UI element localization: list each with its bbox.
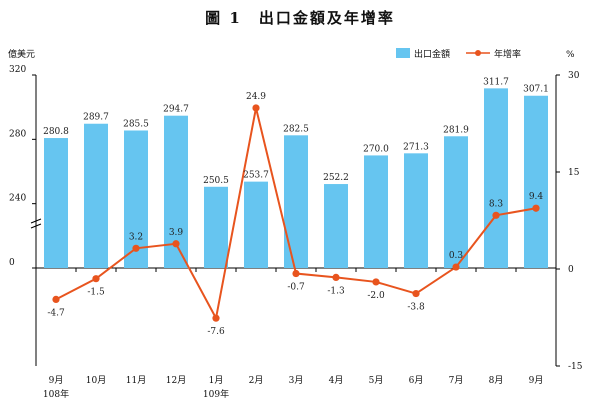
bar-value-label: 250.5	[203, 176, 229, 186]
x-axis-label: 11月	[126, 375, 146, 386]
right-axis-tick-label: 0	[568, 265, 574, 275]
growth-value-label: -0.7	[287, 283, 305, 293]
growth-value-label: -1.5	[87, 288, 105, 298]
x-axis-label: 7月	[449, 375, 464, 386]
growth-value-label: 0.3	[449, 251, 464, 261]
bar	[204, 186, 228, 268]
left-axis-tick-label: 280	[9, 129, 26, 139]
growth-point	[372, 278, 380, 286]
growth-point	[132, 244, 140, 252]
right-axis-tick-label: 15	[568, 168, 580, 178]
bar	[404, 153, 428, 268]
x-axis-year-label: 108年	[43, 388, 69, 400]
bar-value-label: 252.2	[323, 173, 349, 183]
x-axis-label: 2月	[249, 375, 264, 386]
bar-value-label: 294.7	[163, 105, 189, 115]
left-axis-tick-label: 0	[9, 258, 15, 268]
bar	[484, 88, 508, 268]
bar-value-label: 282.5	[283, 124, 309, 134]
x-axis-year-label: 109年	[203, 388, 229, 400]
growth-point	[172, 240, 180, 248]
bar	[524, 95, 548, 268]
growth-point	[252, 104, 260, 112]
bar	[364, 155, 388, 268]
growth-point	[332, 273, 340, 282]
x-axis-label: 6月	[409, 375, 424, 386]
growth-value-label: -4.7	[47, 308, 65, 318]
growth-value-label: -3.8	[407, 303, 425, 313]
growth-point	[412, 289, 420, 298]
legend-line-marker	[475, 50, 481, 56]
x-axis-labels: 9月 10月 11月 12月 1月 2月 3月 4月 5月 6月 7月 8月 9月 108年 109年	[43, 375, 543, 400]
x-axis-label: 4月	[329, 375, 344, 386]
x-axis-label: 5月	[369, 375, 384, 386]
x-axis-label: 1月	[209, 375, 224, 386]
bar	[244, 181, 268, 268]
x-axis-label: 3月	[289, 375, 304, 386]
bar	[84, 123, 108, 268]
left-axis-tick-label: 320	[9, 65, 26, 75]
bar-value-label: 253.7	[243, 171, 269, 181]
x-axis-label: 9月	[529, 375, 544, 386]
axis-break-mark	[30, 218, 42, 229]
bar-value-label: 289.7	[83, 113, 109, 123]
left-axis-tick-label: 240	[9, 194, 26, 204]
growth-point	[532, 204, 540, 212]
bar-value-label: 271.3	[403, 142, 429, 152]
data-labels: 280.8 289.7 285.5 294.7 250.5 253.7 282.5 252.2…	[43, 77, 549, 337]
growth-value-label: 3.2	[129, 232, 143, 242]
bar-series	[44, 88, 548, 269]
bar	[444, 136, 468, 268]
legend-bar-swatch	[396, 48, 410, 58]
x-axis-label: 10月	[86, 375, 106, 386]
growth-value-label: -1.3	[327, 286, 345, 296]
bar	[324, 184, 348, 268]
bar	[44, 138, 68, 268]
bar	[284, 135, 308, 268]
growth-point	[492, 211, 500, 219]
bar-value-label: 311.7	[483, 77, 509, 87]
growth-point	[92, 275, 100, 283]
left-axis-unit: 億美元	[8, 48, 35, 60]
x-axis-label: 12月	[166, 375, 186, 386]
bar-value-label: 285.5	[123, 119, 149, 129]
growth-value-label: 9.4	[529, 192, 544, 202]
bar-value-label: 280.8	[43, 127, 69, 137]
right-axis-tick-label: 30	[568, 71, 580, 81]
growth-point	[52, 295, 60, 303]
growth-point	[212, 314, 220, 322]
legend-line-label: 年增率	[494, 48, 521, 60]
growth-point	[452, 263, 460, 271]
legend-bar-label: 出口金額	[414, 48, 450, 60]
growth-value-label: -2.0	[367, 291, 385, 301]
growth-value-label: 8.3	[489, 199, 504, 209]
growth-value-label: -7.6	[207, 327, 225, 337]
bar-value-label: 307.1	[523, 85, 549, 95]
growth-point	[292, 269, 300, 278]
bar-value-label: 270.0	[363, 144, 389, 154]
line-series	[52, 104, 540, 322]
x-axis-label: 8月	[489, 375, 504, 386]
axes: 320 280 240 0 30 15 0 -15	[9, 65, 583, 372]
x-axis-label: 9月	[49, 375, 64, 386]
chart-title: 圖 1 出口金額及年增率	[205, 9, 395, 27]
growth-value-label: 24.9	[246, 92, 266, 102]
bar-value-label: 281.9	[443, 125, 469, 135]
right-axis-unit: %	[566, 50, 575, 60]
growth-value-label: 3.9	[169, 228, 184, 238]
right-axis-tick-label: -15	[568, 362, 583, 372]
legend: 出口金額 年增率	[396, 48, 521, 60]
